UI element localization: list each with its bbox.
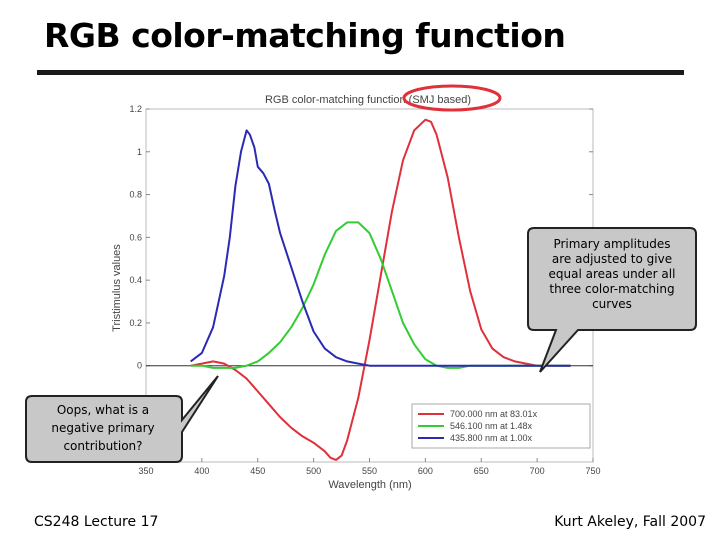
footer-course: CS248 Lecture 17 xyxy=(34,514,159,530)
y-tick-label: 0 xyxy=(137,361,142,371)
y-axis-label: Tristimulus values xyxy=(111,244,123,332)
series-line-1 xyxy=(190,221,571,369)
callout-left-line: negative primary xyxy=(51,421,154,435)
footer-author: Kurt Akeley, Fall 2007 xyxy=(554,514,706,530)
series-line-0 xyxy=(190,118,571,461)
callout-left-line: contribution? xyxy=(63,439,142,453)
title-rule xyxy=(37,70,684,75)
callout-left: Oops, what is a negative primary contribut… xyxy=(25,375,219,463)
legend-entry: 700.000 nm at 83.01x xyxy=(450,409,538,419)
y-tick-label: 0.8 xyxy=(129,190,142,200)
x-tick-label: 500 xyxy=(306,466,321,476)
x-tick-label: 450 xyxy=(250,466,265,476)
legend: 700.000 nm at 83.01x 546.100 nm at 1.48x 4… xyxy=(411,403,591,449)
y-tick-label: 1.2 xyxy=(129,104,142,114)
x-tick-label: 350 xyxy=(138,466,153,476)
x-tick-label: 750 xyxy=(585,466,600,476)
highlight-ellipse xyxy=(402,84,502,112)
legend-entry: 546.100 nm at 1.48x xyxy=(450,421,533,431)
callout-right-line: curves xyxy=(592,297,632,311)
callout-right-line: three color-matching xyxy=(549,282,674,296)
axis-ticks: 0 0.2 0.4 0.6 0.8 1 1.2 350 400 450 500 550 600 650 70… xyxy=(129,104,600,476)
y-tick-label: 1 xyxy=(137,147,142,157)
legend-entry: 435.800 nm at 1.00x xyxy=(450,433,533,443)
callout-left-line: Oops, what is a xyxy=(57,403,149,417)
y-tick-label: 0.2 xyxy=(129,318,142,328)
callout-right-line: Primary amplitudes xyxy=(553,237,670,251)
callout-right-line: equal areas under all xyxy=(549,267,676,281)
x-axis-label: Wavelength (nm) xyxy=(328,479,411,491)
chart-title: RGB color-matching function (SMJ based) xyxy=(265,94,471,106)
series-line-2 xyxy=(190,129,571,367)
slide-title: RGB color-matching function xyxy=(44,16,566,55)
x-tick-label: 650 xyxy=(474,466,489,476)
y-tick-label: 0.6 xyxy=(129,232,142,242)
curves xyxy=(190,118,571,461)
x-tick-label: 700 xyxy=(530,466,545,476)
x-tick-label: 550 xyxy=(362,466,377,476)
x-tick-label: 400 xyxy=(194,466,209,476)
callout-right-line: are adjusted to give xyxy=(552,252,672,266)
y-tick-label: 0.4 xyxy=(129,275,142,285)
x-tick-label: 600 xyxy=(418,466,433,476)
